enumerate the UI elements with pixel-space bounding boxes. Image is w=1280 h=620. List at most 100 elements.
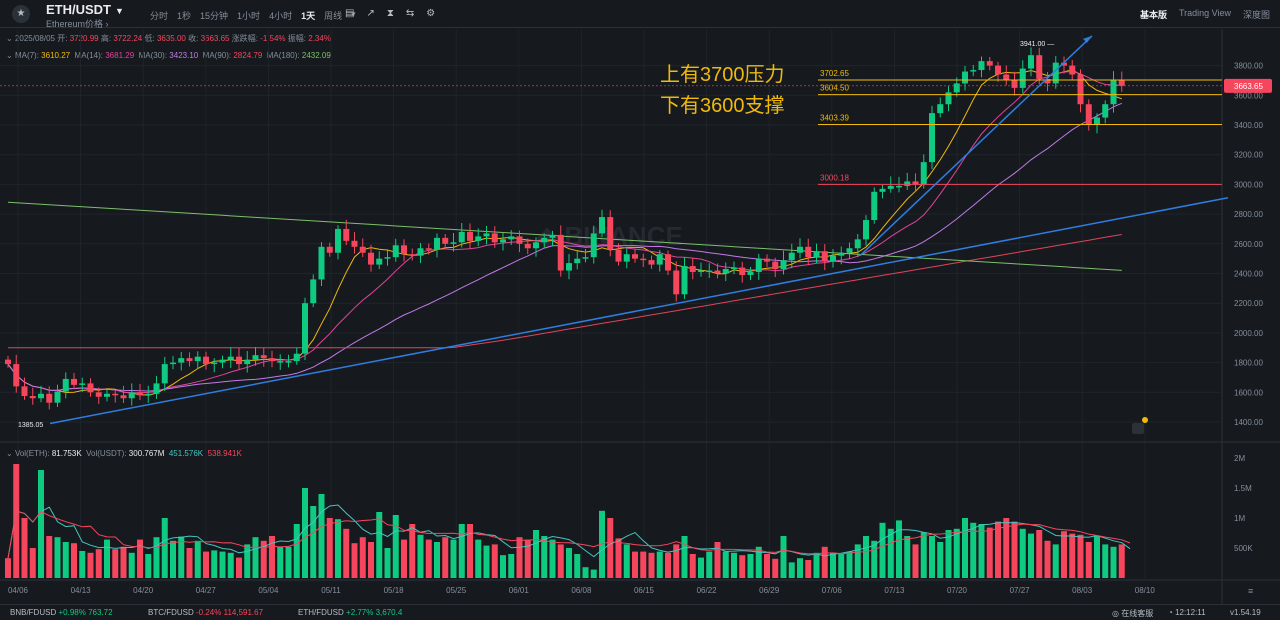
amplitude-value: 2.34% xyxy=(308,34,331,43)
timeframe-tab-1[interactable]: 1秒 xyxy=(177,11,192,21)
volume-bar xyxy=(1036,530,1043,578)
volume-bar xyxy=(128,552,135,578)
x-tick-label: 07/13 xyxy=(884,586,905,595)
symbol-selector[interactable]: ETH/USDT ▼ xyxy=(46,2,124,17)
chevron-down-icon[interactable]: ▼ xyxy=(115,6,124,16)
candle-body xyxy=(755,258,762,273)
candle-body xyxy=(1094,117,1100,125)
volume-bar xyxy=(310,506,317,578)
candle-body xyxy=(236,356,242,365)
volume-bar xyxy=(648,552,655,578)
candle-body xyxy=(970,70,977,72)
view-tab-1[interactable]: Trading View xyxy=(1178,8,1231,18)
symbol-subtitle-link[interactable]: Ethereum价格 › xyxy=(46,19,109,29)
volume-ma-line xyxy=(7,510,1131,559)
candle-body xyxy=(714,270,721,274)
candle-body xyxy=(252,355,259,360)
timeframe-tab-2[interactable]: 15分钟 xyxy=(200,11,229,21)
collapse-icon[interactable]: ⌄ xyxy=(6,34,15,43)
volume-bar xyxy=(566,548,572,578)
candle-body xyxy=(409,254,416,256)
volume-bar xyxy=(79,551,86,578)
x-tick-label: 06/15 xyxy=(634,586,655,595)
candle-body xyxy=(38,393,44,399)
y-tick-label: 2800.00 xyxy=(1234,210,1263,219)
candle-body xyxy=(269,358,275,362)
volume-bar xyxy=(450,539,457,578)
candle-body xyxy=(227,356,234,360)
volume-bar xyxy=(640,551,647,578)
vol-ma10-value: 538.941K xyxy=(207,449,242,458)
candle-body xyxy=(533,242,539,249)
candle-body xyxy=(5,359,11,365)
view-tab-2[interactable]: 深度图 xyxy=(1242,10,1270,20)
candle-body xyxy=(508,236,515,240)
y-tick-label: 3200.00 xyxy=(1234,151,1263,160)
x-tick-label: 06/29 xyxy=(759,586,780,595)
chart-tools: ▤ ↗ ⧗ ⇆ ⚙ xyxy=(345,8,435,19)
candle-body xyxy=(1036,55,1043,79)
chart-tool-icon-0[interactable]: ▤ xyxy=(345,8,355,19)
candle-body xyxy=(549,234,556,238)
volume-bar xyxy=(887,528,894,578)
collapse-icon[interactable]: ⌄ xyxy=(6,449,15,458)
candle-body xyxy=(706,270,713,273)
x-tick-label: 07/06 xyxy=(822,586,843,595)
volume-bar xyxy=(623,544,630,578)
timeframe-tab-7[interactable]: ▾ xyxy=(351,9,356,19)
support-link[interactable]: ◎ 在线客服 xyxy=(1112,609,1154,618)
candle-body xyxy=(467,231,473,241)
chart-tool-icon-4[interactable]: ⚙ xyxy=(426,8,436,19)
candle-body xyxy=(813,251,820,258)
volume-bar xyxy=(293,524,300,578)
close-label: 收: xyxy=(188,34,199,43)
volume-bar xyxy=(706,551,713,578)
ticker-eth[interactable]: ETH/FDUSD +2.77% 3,670.4 xyxy=(298,608,403,617)
timeframe-tab-6[interactable]: 周线 xyxy=(324,11,343,21)
volume-legend: ⌄ Vol(ETH): 81.753K Vol(USDT): 300.767M … xyxy=(6,449,242,458)
volume-bar xyxy=(269,536,275,578)
vol-usdt-value: 300.767M xyxy=(128,449,165,458)
x-tick-label: 08/03 xyxy=(1072,586,1093,595)
vol-eth-label: Vol(ETH): xyxy=(14,449,50,458)
timeframe-tab-3[interactable]: 1小时 xyxy=(237,11,261,21)
volume-bar xyxy=(1019,528,1026,578)
chart-tool-icon-2[interactable]: ⧗ xyxy=(386,8,394,19)
candle-body xyxy=(929,113,935,163)
candle-body xyxy=(566,263,572,271)
candle-body xyxy=(219,359,226,363)
view-tab-0[interactable]: 基本版 xyxy=(1139,10,1167,20)
volume-bar xyxy=(38,470,44,578)
ma30-value: 3423.10 xyxy=(169,51,199,60)
chart-tool-icon-1[interactable]: ↗ xyxy=(366,8,375,19)
candle-body xyxy=(285,361,292,363)
ma90-value: 2824.79 xyxy=(233,51,263,60)
volume-bar xyxy=(549,539,556,578)
timeframe-tab-5[interactable]: 1天 xyxy=(301,11,316,21)
ma-legend: ⌄ MA(7): 3610.27 MA(14): 3681.29 MA(30):… xyxy=(6,51,331,60)
ticker-btc[interactable]: BTC/FDUSD -0.24% 114,591.67 xyxy=(148,608,264,617)
ma90-label: MA(90): xyxy=(202,51,232,60)
ticker-bnb[interactable]: BNB/FDUSD +0.98% 763.72 xyxy=(10,608,113,617)
ohlc-legend: ⌄ 2025/08/05 开: 3720.99 高: 3722.24 低: 36… xyxy=(6,33,331,44)
volume-bar xyxy=(615,538,622,578)
favorite-star-icon[interactable]: ★ xyxy=(12,5,30,23)
volume-bar xyxy=(632,551,638,578)
candle-body xyxy=(54,391,61,403)
chart-tool-icon-3[interactable]: ⇆ xyxy=(405,8,415,19)
candle-body xyxy=(854,239,861,249)
timeframe-tab-4[interactable]: 4小时 xyxy=(269,11,293,21)
collapse-icon[interactable]: ⌄ xyxy=(6,51,15,60)
ma-line-ma14 xyxy=(7,70,1122,394)
timeframe-tab-0[interactable]: 分时 xyxy=(150,11,169,21)
candle-body xyxy=(153,383,160,394)
volume-bar xyxy=(995,521,1001,578)
high-value: 3722.24 xyxy=(113,34,143,43)
candle-body xyxy=(953,83,960,93)
volume-bar xyxy=(368,542,374,578)
volume-bar xyxy=(409,524,416,578)
volume-bar xyxy=(376,512,383,578)
volume-bar xyxy=(656,551,663,578)
volume-bar xyxy=(582,567,589,578)
